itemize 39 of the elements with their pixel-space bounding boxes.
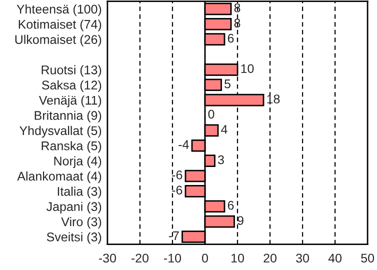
y-tick-label: Ranska (5) xyxy=(42,141,102,153)
x-tick-label: 0 xyxy=(202,254,208,263)
data-label: -4 xyxy=(178,140,189,149)
data-label: 8 xyxy=(234,18,240,28)
x-tick-label: 10 xyxy=(232,254,244,263)
data-label: 4 xyxy=(221,125,228,134)
data-label: 0 xyxy=(208,110,214,119)
data-label: 6 xyxy=(228,34,234,43)
data-label: 6 xyxy=(228,200,234,210)
data-label: 3 xyxy=(218,155,224,164)
data-label: -6 xyxy=(172,170,182,180)
x-tick-label: -10 xyxy=(164,254,182,263)
y-tick-label: Yhdysvallat (5) xyxy=(19,126,102,138)
y-tick-label: Norja (4) xyxy=(54,156,102,168)
data-label: 10 xyxy=(241,64,254,74)
y-tick-label: Viro (3) xyxy=(61,217,102,229)
data-label: -6 xyxy=(172,186,182,195)
y-tick-label: Britannia (9) xyxy=(34,110,102,122)
x-tick-label: 20 xyxy=(264,254,276,263)
y-tick-label: Alankomaat (4) xyxy=(17,171,102,184)
x-tick-label: 30 xyxy=(296,254,310,263)
data-label: 9 xyxy=(238,216,244,225)
y-tick-label: Kotimaiset (74) xyxy=(18,20,102,32)
data-label: -7 xyxy=(168,231,179,240)
x-tick-label: 40 xyxy=(328,254,342,263)
y-tick-label: Italia (3) xyxy=(58,186,102,198)
y-tick-label: Sveitsi (3) xyxy=(46,232,102,244)
data-label: 18 xyxy=(267,94,280,104)
x-tick-label: -20 xyxy=(131,254,149,263)
y-tick-label: Ulkomaiset (26) xyxy=(15,34,102,46)
y-tick-label: Saksa (12) xyxy=(42,80,102,92)
y-tick-label: Ruotsi (13) xyxy=(42,65,102,77)
x-tick-label: 50 xyxy=(361,254,374,263)
y-tick-label: Japani (3) xyxy=(46,202,102,214)
x-tick-label: -30 xyxy=(98,254,116,263)
data-label: 5 xyxy=(224,80,230,88)
y-tick-label: Venäjä (11) xyxy=(38,96,102,108)
y-tick-label: Yhteensä (100) xyxy=(16,4,102,16)
data-label: 8 xyxy=(234,3,240,12)
